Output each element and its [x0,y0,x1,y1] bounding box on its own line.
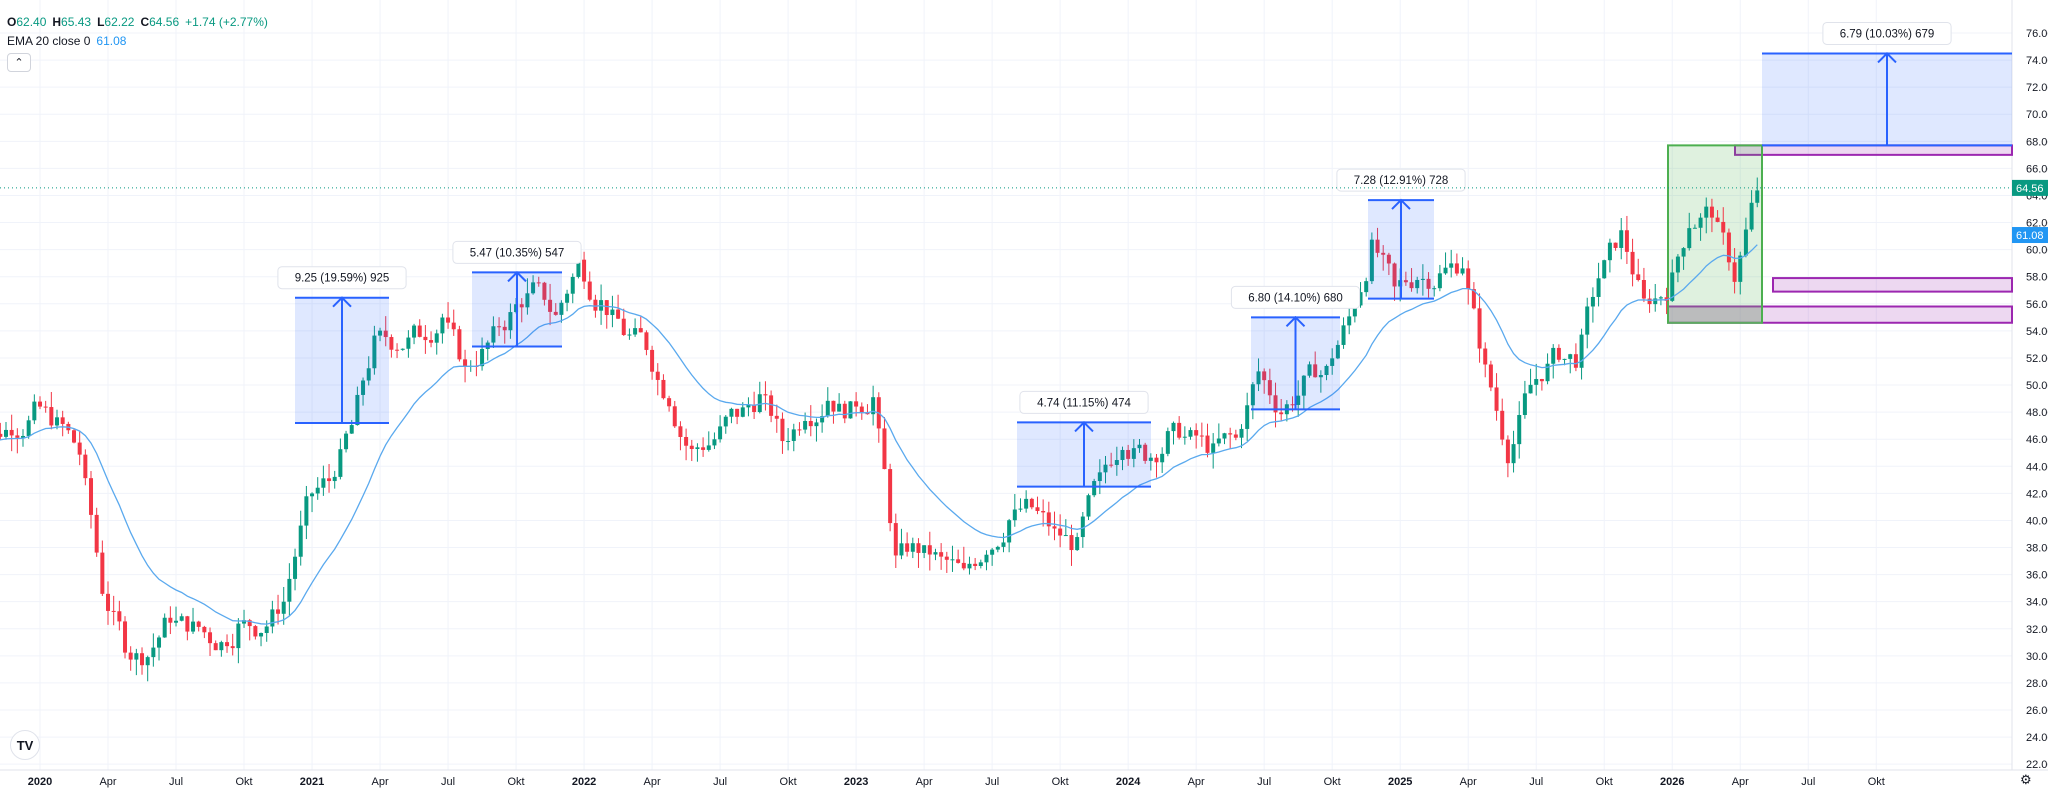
time-tick: Apr [1460,776,1477,788]
time-tick: Okt [1596,776,1613,788]
time-tick: Okt [1324,776,1341,788]
time-tick: Jul [1801,776,1815,788]
ema-legend[interactable]: EMA 20 close 0 61.08 [7,31,268,50]
candles [0,177,1760,682]
price-range-measure[interactable]: 9.25 (19.59%) 925 [277,266,407,424]
chevron-up-icon: ⌃ [14,57,24,69]
price-tick: 50.00 [2026,380,2048,392]
svg-text:9.25 (19.59%) 925: 9.25 (19.59%) 925 [295,273,390,285]
time-tick: Apr [371,776,388,788]
time-tick: 2023 [844,776,868,788]
price-tick: 60.00 [2026,245,2048,257]
time-tick: Jul [169,776,183,788]
collapse-legend-button[interactable]: ⌃ [7,53,31,72]
time-tick: 2026 [1660,776,1684,788]
price-tick: 36.00 [2026,570,2048,582]
time-tick: Jul [713,776,727,788]
price-tick: 34.00 [2026,597,2048,609]
last-price-badge [2012,179,2048,196]
time-tick: Apr [99,776,116,788]
svg-text:61.08: 61.08 [2016,230,2044,242]
price-tick: 74.00 [2026,55,2048,67]
purple-zone[interactable] [1772,277,2013,293]
price-tick: 56.00 [2026,299,2048,311]
price-tick: 32.00 [2026,624,2048,636]
price-change: +1.74 (+2.77%) [185,14,268,29]
price-tick: 30.00 [2026,651,2048,663]
time-tick: 2022 [572,776,596,788]
price-tick: 76.00 [2026,28,2048,40]
price-tick: 54.00 [2026,326,2048,338]
svg-text:7.28 (12.91%) 728: 7.28 (12.91%) 728 [1354,175,1449,187]
price-tick: 68.00 [2026,136,2048,148]
price-tick: 58.00 [2026,272,2048,284]
grid [0,0,2012,770]
ohlc-high: H65.43 [52,14,92,29]
time-tick: Apr [1732,776,1749,788]
time-tick: 2025 [1388,776,1412,788]
svg-text:6.79 (10.03%) 679: 6.79 (10.03%) 679 [1840,28,1935,40]
ema-badge [2012,227,2048,244]
time-tick: Okt [780,776,797,788]
ohlc-legend: O62.40 H65.43 L62.22 C64.56 +1.74 (+2.77… [7,12,268,31]
time-tick: Apr [644,776,661,788]
price-range-measure[interactable]: 6.79 (10.03%) 679 [1762,21,2012,147]
svg-text:4.74 (11.15%) 474: 4.74 (11.15%) 474 [1037,397,1131,409]
time-tick: Apr [1188,776,1205,788]
price-tick: 66.00 [2026,163,2048,175]
price-range-measure[interactable]: 5.47 (10.35%) 547 [452,240,582,348]
price-tick: 46.00 [2026,434,2048,446]
price-tick: 24.00 [2026,732,2048,744]
time-tick: Okt [235,776,252,788]
price-tick: 48.00 [2026,407,2048,419]
price-tick: 52.00 [2026,353,2048,365]
price-tick: 42.00 [2026,488,2048,500]
price-tick: 22.00 [2026,759,2048,771]
ohlc-low: L62.22 [97,14,135,29]
svg-text:5.47 (10.35%) 547: 5.47 (10.35%) 547 [470,247,565,259]
svg-text:64.56: 64.56 [2016,183,2044,195]
time-tick: 2020 [28,776,52,788]
price-tick: 38.00 [2026,543,2048,555]
time-tick: 2024 [1116,776,1141,788]
ema-label: EMA 20 close 0 [7,33,91,48]
ema-line [0,244,1758,625]
gear-icon[interactable]: ⚙ [2020,772,2032,787]
price-range-measure[interactable]: 4.74 (11.15%) 474 [1017,390,1151,488]
price-tick: 62.00 [2026,218,2048,230]
price-tick: 44.00 [2026,461,2048,473]
tradingview-logo-icon[interactable]: TV [10,730,40,760]
price-range-measure[interactable]: 6.80 (14.10%) 680 [1230,285,1361,411]
ema-value: 61.08 [96,33,127,48]
price-range-measure[interactable]: 7.28 (12.91%) 728 [1336,168,1466,300]
time-tick: Okt [1868,776,1885,788]
svg-text:6.80 (14.10%) 680: 6.80 (14.10%) 680 [1248,292,1343,304]
purple-zone[interactable] [1734,144,2013,156]
time-tick: Okt [1052,776,1069,788]
ohlc-open: O62.40 [7,14,47,29]
time-tick: Jul [985,776,999,788]
time-tick: 2021 [300,776,324,788]
time-tick: Jul [441,776,455,788]
chart-legend: O62.40 H65.43 L62.22 C64.56 +1.74 (+2.77… [7,12,268,72]
price-tick: 70.00 [2026,109,2048,121]
price-tick: 28.00 [2026,678,2048,690]
time-tick: Jul [1529,776,1543,788]
price-tick: 72.00 [2026,82,2048,94]
time-tick: Jul [1257,776,1271,788]
time-tick: Apr [916,776,933,788]
price-tick: 26.00 [2026,705,2048,717]
ohlc-close: C64.56 [140,14,180,29]
time-tick: Okt [508,776,525,788]
price-tick: 40.00 [2026,515,2048,527]
